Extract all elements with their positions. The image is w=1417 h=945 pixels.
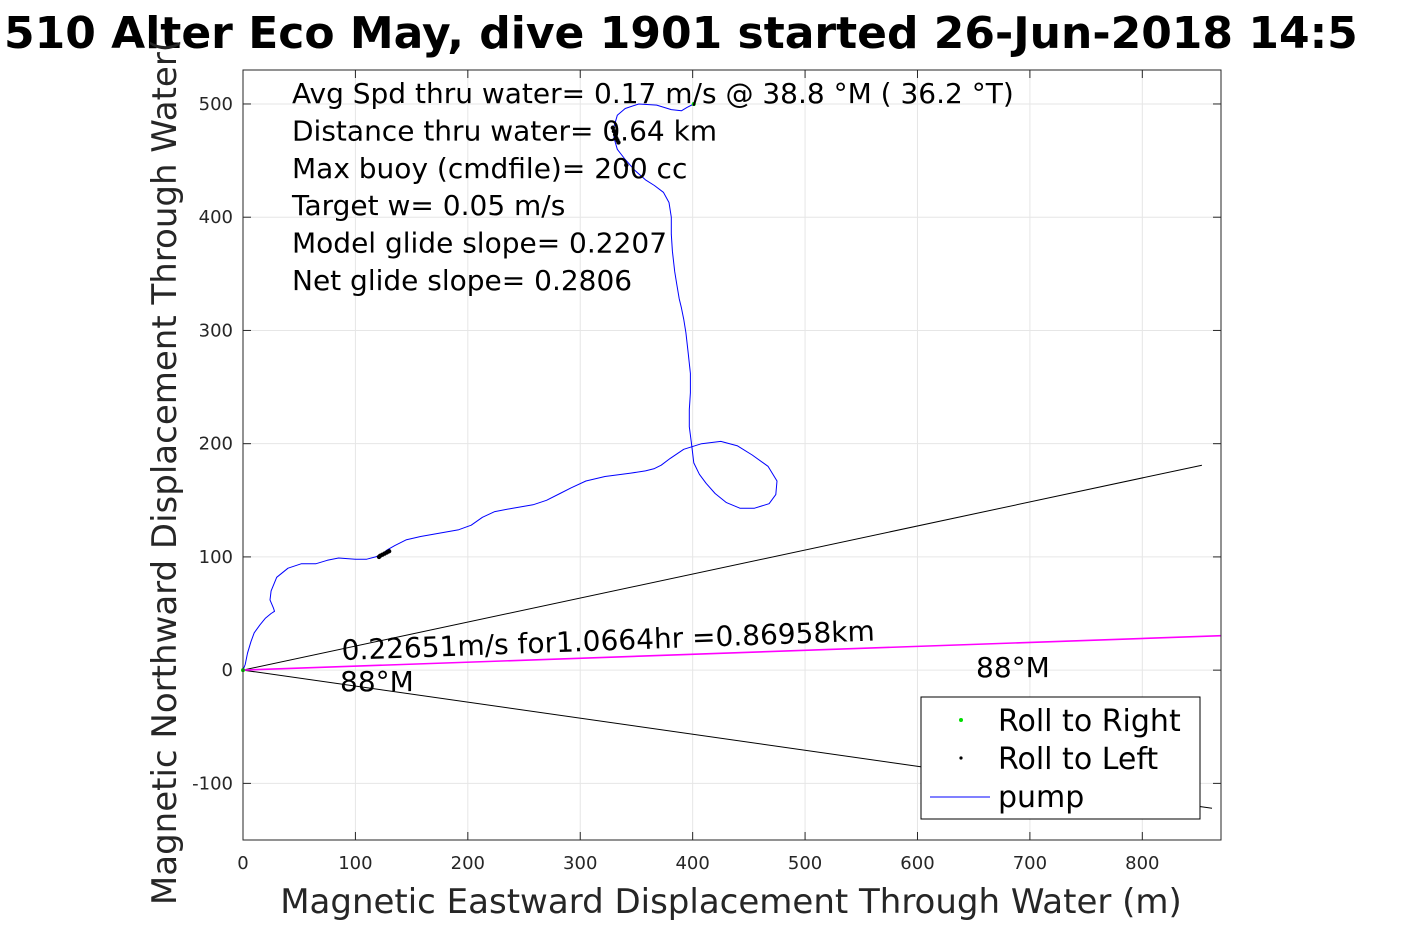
roll-left-point — [611, 128, 617, 134]
legend: Roll to Right Roll to Left pump — [920, 696, 1201, 820]
roll-left-point — [386, 549, 392, 554]
x-tick-label: 500 — [788, 853, 822, 874]
current-speed-label: 0.22651m/s for1.0664hr =0.86958km — [341, 614, 875, 667]
info-line: Avg Spd thru water= 0.17 m/s @ 38.8 °M (… — [292, 77, 1014, 110]
roll-left-point — [610, 125, 616, 130]
heading-label-right: 88°M — [976, 651, 1050, 684]
legend-label-pump: pump — [998, 780, 1084, 815]
info-line: Distance thru water= 0.64 km — [292, 114, 717, 147]
y-tick-label: 300 — [199, 320, 233, 341]
upper-heading-line — [242, 464, 1203, 671]
y-tick-label: 400 — [199, 207, 233, 228]
plot-area-frame — [242, 69, 1222, 841]
y-axis-label: Magnetic Northward Displacement Through … — [145, 39, 185, 905]
legend-marker-roll-left — [959, 756, 963, 760]
y-tick-label: -100 — [192, 773, 233, 794]
x-tick-label: 400 — [675, 853, 709, 874]
x-tick-label: 800 — [1125, 853, 1159, 874]
legend-label-roll-left: Roll to Left — [998, 742, 1158, 777]
current-vector-line — [242, 634, 1222, 671]
info-line: Target w= 0.05 m/s — [291, 189, 565, 222]
y-tick-label: 200 — [199, 434, 233, 455]
info-line: Model glide slope= 0.2207 — [292, 227, 667, 260]
legend-label-roll-right: Roll to Right — [998, 704, 1181, 739]
x-tick-label: 100 — [338, 853, 372, 874]
pump-track-line — [242, 103, 778, 671]
x-tick-label: 0 — [237, 853, 248, 874]
info-line: Max buoy (cmdfile)= 200 cc — [292, 152, 687, 185]
chart-title: 510 Alter Eco May, dive 1901 started 26-… — [4, 8, 1358, 59]
info-line: Net glide slope= 0.2806 — [292, 264, 632, 297]
x-axis-label: Magnetic Eastward Displacement Through W… — [280, 882, 1182, 922]
info-text-block: Avg Spd thru water= 0.17 m/s @ 38.8 °M (… — [291, 77, 1014, 297]
legend-box — [920, 696, 1201, 820]
roll-left-point — [612, 132, 618, 137]
y-tick-label: 100 — [199, 547, 233, 568]
heading-label-left: 88°M — [340, 665, 414, 698]
roll-left-point — [616, 140, 621, 145]
x-tick-label: 600 — [900, 853, 934, 874]
x-tick-label: 200 — [451, 853, 485, 874]
y-tick-label: 0 — [222, 660, 233, 681]
x-tick-label: 300 — [563, 853, 597, 874]
axis-ticks: 0 100 200 300 400 500 600 700 800 -100 0 100 200 300 4… — [192, 70, 1221, 874]
legend-marker-roll-right — [959, 718, 963, 722]
y-tick-label: 500 — [199, 94, 233, 115]
x-tick-label: 700 — [1013, 853, 1047, 874]
roll-left-point — [624, 162, 629, 168]
roll-right-point — [691, 101, 696, 106]
